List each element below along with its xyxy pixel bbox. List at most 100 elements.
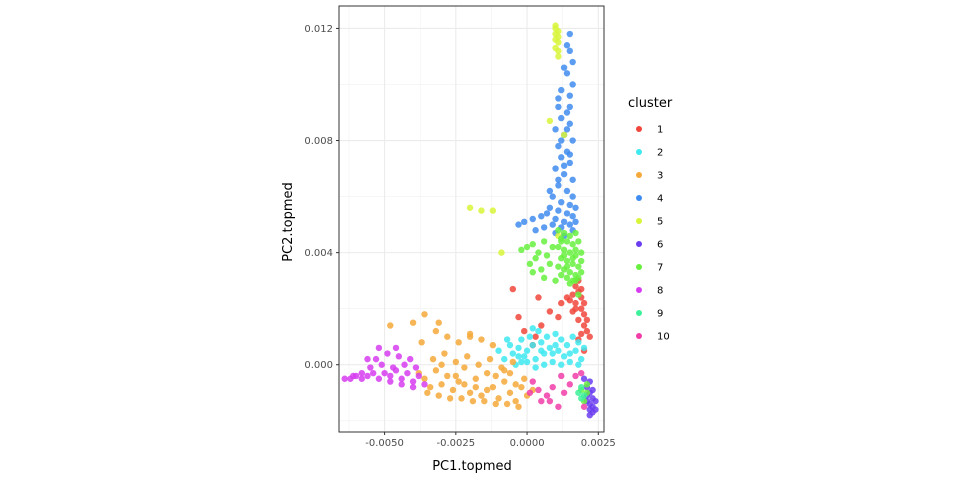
data-point-cluster-2 [552, 330, 559, 338]
data-point-cluster-1 [578, 285, 585, 293]
data-point-cluster-2 [560, 353, 568, 360]
data-point-cluster-5 [555, 39, 562, 46]
data-point-cluster-8 [412, 364, 420, 371]
data-point-cluster-3 [469, 397, 477, 405]
data-point-cluster-2 [540, 361, 548, 368]
data-point-cluster-4 [558, 114, 565, 122]
data-point-cluster-7 [572, 246, 579, 254]
data-point-cluster-3 [466, 389, 474, 396]
data-point-cluster-4 [555, 95, 562, 102]
data-point-cluster-3 [452, 358, 460, 366]
data-point-cluster-7 [560, 229, 568, 237]
data-point-cluster-7 [558, 238, 565, 245]
data-point-cluster-8 [421, 381, 428, 388]
data-point-cluster-10 [578, 369, 585, 377]
data-point-cluster-2 [529, 325, 536, 332]
data-point-cluster-2 [575, 339, 582, 346]
data-point-cluster-5 [489, 207, 497, 214]
data-point-cluster-4 [546, 204, 554, 211]
data-point-cluster-8 [398, 375, 405, 382]
data-point-cluster-1 [558, 299, 565, 307]
data-point-cluster-10 [566, 381, 574, 388]
data-point-cluster-4 [558, 86, 565, 94]
data-point-cluster-8 [392, 344, 400, 352]
data-point-cluster-1 [583, 327, 591, 335]
data-point-cluster-4 [569, 176, 576, 183]
data-point-cluster-6 [586, 411, 593, 419]
data-point-cluster-2 [532, 355, 539, 363]
data-point-cluster-7 [578, 269, 585, 276]
data-point-cluster-2 [546, 344, 554, 352]
data-point-cluster-4 [552, 165, 559, 172]
data-point-cluster-3 [387, 322, 394, 329]
data-point-cluster-1 [521, 327, 528, 335]
data-point-cluster-3 [506, 369, 514, 377]
data-point-cluster-10 [538, 397, 545, 405]
data-point-cluster-8 [372, 355, 380, 363]
data-point-cluster-10 [535, 386, 542, 394]
data-point-cluster-7 [566, 269, 574, 276]
data-point-cluster-10 [529, 378, 536, 385]
data-point-cluster-10 [526, 389, 534, 396]
data-point-cluster-7 [563, 263, 571, 270]
data-point-cluster-6 [580, 375, 588, 382]
data-point-cluster-10 [572, 372, 579, 380]
data-point-cluster-4 [552, 126, 559, 133]
legend-label-cluster-10: 10 [657, 332, 670, 343]
data-point-cluster-1 [572, 305, 579, 312]
data-point-cluster-3 [472, 375, 479, 382]
data-point-cluster-2 [572, 347, 579, 354]
legend-key-cluster-5 [636, 218, 642, 224]
data-point-cluster-3 [483, 369, 491, 377]
data-point-cluster-8 [358, 369, 365, 377]
data-point-cluster-7 [575, 238, 582, 245]
data-point-cluster-3 [432, 327, 440, 335]
data-point-cluster-3 [506, 389, 514, 396]
data-point-cluster-4 [566, 103, 574, 111]
legend-label-cluster-8: 8 [657, 286, 663, 297]
data-point-cluster-1 [580, 322, 588, 329]
data-point-cluster-4 [529, 215, 536, 223]
data-point-cluster-7 [538, 266, 545, 273]
data-point-cluster-2 [532, 364, 539, 371]
data-point-cluster-2 [518, 336, 525, 343]
data-point-cluster-8 [358, 375, 365, 382]
data-point-cluster-3 [424, 389, 431, 396]
legend-label-cluster-7: 7 [657, 263, 663, 274]
data-point-cluster-3 [489, 341, 497, 349]
data-point-cluster-7 [560, 252, 568, 259]
data-point-cluster-2 [523, 358, 531, 366]
data-point-cluster-1 [572, 283, 579, 290]
data-point-cluster-1 [578, 330, 585, 338]
data-point-cluster-7 [572, 229, 579, 237]
data-point-cluster-2 [501, 355, 508, 363]
data-point-cluster-7 [529, 241, 536, 248]
x-tick-label: 0.0000 [510, 438, 545, 449]
data-point-cluster-3 [458, 395, 465, 402]
data-point-cluster-3 [492, 400, 499, 408]
data-point-cluster-4 [563, 187, 571, 195]
data-point-cluster-2 [549, 358, 556, 366]
data-point-cluster-5 [498, 249, 505, 256]
data-point-cluster-3 [435, 319, 442, 326]
data-point-cluster-4 [566, 159, 574, 167]
data-point-cluster-7 [526, 260, 534, 268]
data-point-cluster-8 [409, 383, 417, 391]
data-point-cluster-8 [375, 375, 383, 382]
data-point-cluster-2 [515, 353, 522, 360]
data-point-cluster-1 [538, 322, 545, 329]
data-point-cluster-7 [560, 246, 568, 254]
legend-key-cluster-9 [636, 310, 642, 316]
data-point-cluster-3 [466, 330, 474, 338]
data-point-cluster-3 [492, 372, 499, 380]
y-axis-title: PC2.topmed [281, 182, 296, 262]
data-point-cluster-8 [387, 372, 394, 380]
data-point-cluster-5 [555, 47, 562, 55]
data-point-cluster-7 [569, 255, 576, 262]
x-tick-label: 0.0025 [581, 438, 616, 449]
data-point-cluster-3 [421, 311, 428, 318]
data-point-cluster-3 [489, 383, 497, 391]
legend-label-cluster-3: 3 [657, 171, 663, 182]
data-point-cluster-4 [549, 193, 556, 200]
legend-label-cluster-2: 2 [657, 148, 663, 159]
